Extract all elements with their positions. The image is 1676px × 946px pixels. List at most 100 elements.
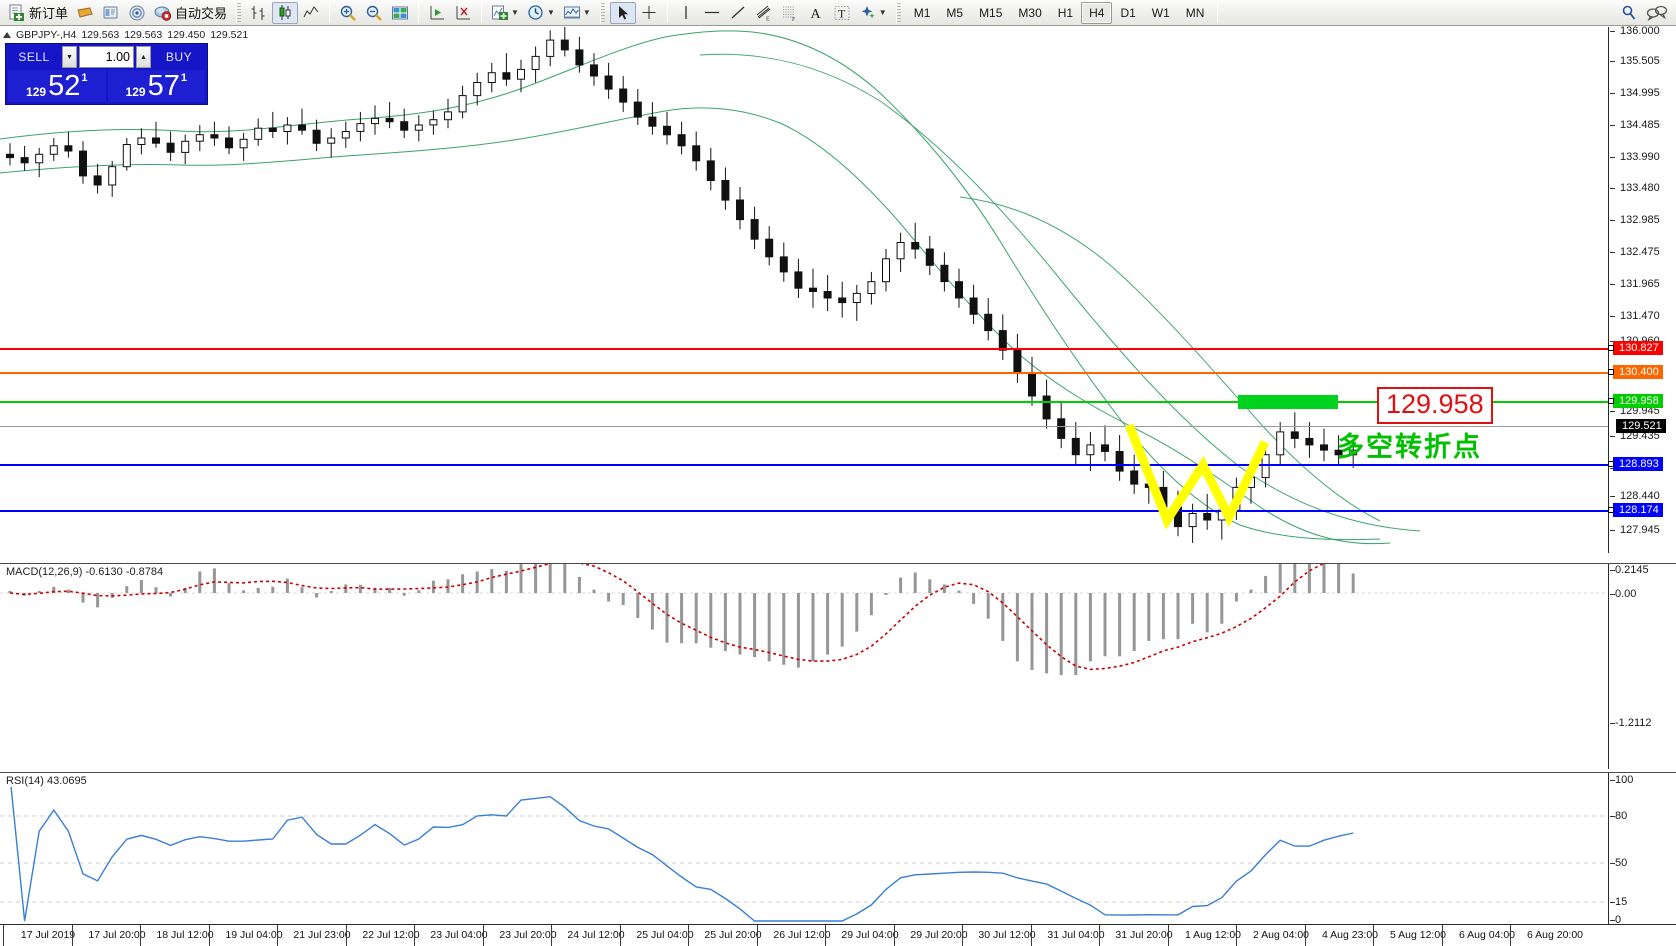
price-badge-handle[interactable]	[1608, 369, 1614, 375]
candlestick-chart-button[interactable]	[272, 1, 299, 24]
indicators-caret-icon[interactable]: ▼	[511, 8, 519, 17]
zoom-out-button[interactable]	[361, 2, 387, 24]
timeframe-w1[interactable]: W1	[1151, 5, 1170, 20]
symbol-open: 129.563	[81, 28, 120, 41]
time-axis-label: 24 Jul 12:00	[567, 929, 625, 941]
periods-button[interactable]: ▼	[523, 2, 559, 24]
timeframe-d1[interactable]: D1	[1120, 5, 1136, 20]
rsi-axis[interactable]: 100 80 50 15 0	[1610, 773, 1676, 926]
current-price-badge: 129.521	[1616, 419, 1666, 433]
signals-button[interactable]	[124, 2, 150, 24]
time-axis-label: 6 Aug 20:00	[1526, 929, 1584, 941]
line-chart-button[interactable]	[298, 2, 324, 24]
text-box-button[interactable]: T	[829, 2, 855, 24]
one-click-trading-panel[interactable]: SELL ▼ 1.00 ▲ BUY 129 52 1 129 57 1	[5, 43, 208, 105]
time-axis-separator	[757, 925, 758, 946]
price-badge-129958[interactable]: 129.958	[1608, 394, 1663, 408]
price-badge-handle[interactable]	[1608, 461, 1614, 467]
timeframe-m1[interactable]: M1	[913, 5, 931, 20]
indicators-icon	[491, 4, 509, 22]
price-badge-handle[interactable]	[1608, 345, 1614, 351]
timeframe-m5[interactable]: M5	[946, 5, 964, 20]
rsi-svg	[0, 775, 1608, 922]
tile-windows-button[interactable]	[387, 2, 413, 24]
horizontal-line-button[interactable]	[699, 2, 725, 24]
timeframe-m30[interactable]: M30	[1018, 5, 1042, 20]
shapes-button[interactable]: ▼	[855, 2, 891, 24]
timeframe-h4[interactable]: H4	[1081, 1, 1113, 24]
price-badge-value: 130.827	[1619, 342, 1659, 354]
symbol-info-bar: GBPJPY-,H4 129.563 129.563 129.450 129.5…	[0, 28, 248, 41]
collapse-triangle-icon[interactable]	[3, 31, 11, 38]
periods-icon	[527, 4, 545, 22]
search-button[interactable]	[1616, 2, 1642, 24]
trendline-button[interactable]	[725, 2, 751, 24]
price-badge-handle[interactable]	[1608, 507, 1614, 513]
buy-button[interactable]: 129 57 1	[107, 70, 205, 102]
price-badge-handle[interactable]	[1608, 398, 1614, 404]
price-axis[interactable]: 136.000 135.505 134.995 134.485 133.990 …	[1608, 25, 1676, 553]
time-axis-label: 2 Aug 04:00	[1252, 929, 1310, 941]
pivot-line-129958[interactable]	[0, 401, 1608, 403]
price-chart-panel[interactable]: 136.000 135.505 134.995 134.485 133.990 …	[0, 25, 1676, 553]
time-axis-separator	[414, 925, 415, 946]
fibonacci-button[interactable]: F	[777, 2, 803, 24]
price-tick: 132.985	[1610, 214, 1660, 226]
support-line-128174[interactable]	[0, 510, 1608, 512]
macd-axis[interactable]: 0.2145 0.00 -1.2112	[1610, 564, 1676, 769]
time-axis-label: 4 Aug 23:00	[1321, 929, 1379, 941]
resistance-line-130400[interactable]	[0, 372, 1608, 374]
macd-tick: -1.2112	[1610, 717, 1652, 729]
equidistant-channel-button[interactable]: E	[751, 2, 777, 24]
price-plot-area[interactable]	[0, 27, 1609, 553]
sell-button[interactable]: 129 52 1	[8, 70, 106, 102]
volume-decrease-button[interactable]: ▼	[62, 46, 77, 68]
rsi-panel[interactable]: RSI(14) 43.0695 100 80 50 15 0	[0, 772, 1676, 926]
symbol-close: 129.521	[210, 28, 249, 41]
chat-button[interactable]	[1642, 2, 1672, 24]
macd-tick: 0.2145	[1610, 564, 1649, 576]
vertical-line-button[interactable]	[673, 2, 699, 24]
indicators-button[interactable]: ▼	[487, 2, 523, 24]
timeframe-mn[interactable]: MN	[1185, 5, 1205, 20]
auto-scroll-button[interactable]	[450, 2, 476, 24]
support-line-128893[interactable]	[0, 464, 1608, 466]
price-badge-130400[interactable]: 130.400	[1608, 365, 1663, 379]
templates-caret-icon[interactable]: ▼	[582, 8, 591, 17]
chat-icon	[1646, 4, 1668, 22]
time-axis-separator	[483, 925, 484, 946]
zoom-in-button[interactable]	[335, 2, 361, 24]
volume-increase-button[interactable]: ▲	[136, 46, 151, 68]
macd-panel[interactable]: MACD(12,26,9) -0.6130 -0.8784 0.2145 0.0…	[0, 563, 1676, 769]
time-axis-separator	[277, 925, 278, 946]
text-label-button[interactable]: A	[803, 2, 829, 24]
cursor-button[interactable]	[609, 1, 636, 24]
macd-plot-area[interactable]	[0, 564, 1609, 769]
templates-button[interactable]: ▼	[559, 2, 595, 24]
rsi-plot-area[interactable]	[0, 773, 1609, 924]
timeframe-h1[interactable]: H1	[1057, 5, 1074, 20]
periods-caret-icon[interactable]: ▼	[546, 8, 555, 17]
price-badge-128174[interactable]: 128.174	[1608, 503, 1663, 517]
rsi-tick: 15	[1610, 896, 1627, 908]
shapes-caret-icon[interactable]: ▼	[878, 8, 887, 17]
toolbar-separator-4	[666, 2, 668, 23]
briefcase-button[interactable]	[72, 2, 98, 24]
timeframe-m15[interactable]: M15	[979, 5, 1003, 20]
time-axis[interactable]: 17 Jul 2019 17 Jul 20:00 18 Jul 12:00 19 Ju…	[0, 924, 1676, 946]
volume-input[interactable]: 1.00	[79, 46, 134, 68]
bar-chart-button[interactable]	[246, 2, 272, 24]
autotrade-button[interactable]: 自动交易	[150, 2, 231, 24]
shift-end-button[interactable]	[424, 2, 450, 24]
new-order-button[interactable]: 新订单	[4, 2, 72, 24]
terminal-icon	[102, 4, 120, 22]
time-axis-label: 23 Jul 04:00	[430, 929, 488, 941]
horizontal-line-icon	[703, 4, 721, 22]
price-badge-128893[interactable]: 128.893	[1608, 457, 1663, 471]
price-badge-value: 128.174	[1619, 504, 1659, 516]
crosshair-button[interactable]	[636, 2, 662, 24]
price-badge-130827[interactable]: 130.827	[1608, 341, 1663, 355]
time-axis-separator	[3, 925, 4, 946]
resistance-line-130827[interactable]	[0, 348, 1608, 350]
terminal-button[interactable]	[98, 2, 124, 24]
